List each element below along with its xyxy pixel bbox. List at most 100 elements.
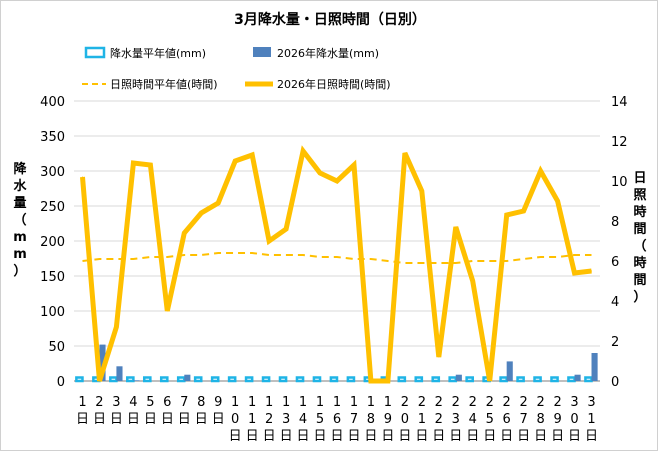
point-2026-sunshine [98, 380, 100, 382]
right-tick-label: 14 [611, 95, 628, 110]
bar-2026-precip [184, 374, 191, 381]
point-2026-sunshine [557, 200, 559, 202]
right-axis-title: 日照時間（時間） [633, 171, 646, 305]
point-2026-sunshine [387, 380, 389, 382]
point-2026-sunshine [489, 380, 491, 382]
right-tick-label: 8 [611, 215, 619, 230]
bar-normal-precip [210, 376, 220, 383]
bar-normal-precip [329, 376, 339, 383]
line-normal-sunshine [82, 252, 592, 264]
point-2026-sunshine [183, 232, 185, 234]
legend-label-normal-sunshine: 日照時間平年値(時間) [110, 77, 218, 91]
point-2026-sunshine [81, 176, 83, 178]
bar-normal-precip [499, 376, 508, 383]
bar-normal-precip [193, 376, 203, 383]
point-2026-sunshine [438, 356, 440, 358]
legend-label-normal-precip: 降水量平年値(mm) [110, 46, 206, 60]
bar-normal-precip [567, 376, 576, 383]
bar-2026-precip [591, 353, 598, 381]
left-axis-title: 降水量（ m m） [13, 161, 27, 279]
point-2026-sunshine [336, 180, 338, 182]
bar-normal-precip [159, 376, 169, 383]
left-tick-label: 250 [40, 200, 65, 215]
bar-normal-precip [312, 376, 322, 383]
legend-swatch-normal-precip [84, 46, 106, 59]
left-tick-label: 0 [57, 375, 65, 390]
bar-normal-precip [448, 376, 458, 383]
left-tick-label: 150 [40, 270, 65, 285]
point-2026-sunshine [234, 160, 236, 162]
point-2026-sunshine [591, 270, 593, 272]
legend-label-2026-precip: 2026年降水量(mm) [277, 46, 379, 60]
point-2026-sunshine [251, 154, 253, 156]
right-axis-ticks: 0 2 4 6 8 10 12 14 [611, 95, 628, 390]
bar-normal-precip [261, 376, 271, 383]
point-2026-sunshine [285, 228, 287, 230]
bar-2026-precip [116, 366, 123, 381]
gridlines [74, 100, 600, 382]
bar-normal-precip [516, 376, 525, 383]
bar-normal-precip [227, 376, 237, 383]
bar-normal-precip [397, 376, 407, 383]
right-axis-title-text: 日照時間（時間） [633, 171, 646, 305]
point-2026-sunshine [370, 380, 372, 382]
bar-normal-precip [109, 376, 118, 383]
point-2026-sunshine [319, 172, 321, 174]
left-axis-ticks: 0 50 100 150 200 250 300 350 400 [40, 95, 65, 390]
bar-normal-precip [584, 376, 593, 383]
point-2026-sunshine [574, 272, 576, 274]
point-2026-sunshine [149, 164, 151, 166]
bar-normal-precip [278, 376, 288, 383]
point-2026-sunshine [200, 212, 202, 214]
right-tick-label: 4 [611, 295, 619, 310]
left-tick-label: 350 [40, 130, 65, 145]
point-2026-sunshine [523, 210, 525, 212]
left-tick-label: 200 [40, 235, 65, 250]
left-tick-label: 300 [40, 165, 65, 180]
bar-normal-precip [346, 376, 356, 383]
point-2026-sunshine [353, 164, 355, 166]
bars [75, 344, 598, 383]
bar-2026-precip [506, 361, 513, 381]
right-tick-label: 10 [611, 175, 628, 190]
point-2026-sunshine [472, 280, 474, 282]
bar-normal-precip [75, 376, 84, 383]
right-tick-label: 0 [611, 375, 619, 390]
right-tick-label: 12 [611, 135, 628, 150]
right-tick-label: 2 [611, 335, 619, 350]
left-axis-title-text: 降水量（ m m） [13, 161, 27, 279]
legend: 降水量平年値(mm) 2026年降水量(mm) 日照時間平年値(時間) 2026… [82, 46, 391, 91]
bar-normal-precip [176, 376, 186, 383]
chart-title: 3月降水量・日照時間（日別） [234, 11, 426, 28]
left-tick-label: 400 [40, 95, 65, 110]
bar-normal-precip [142, 376, 152, 383]
point-2026-sunshine [421, 190, 423, 192]
